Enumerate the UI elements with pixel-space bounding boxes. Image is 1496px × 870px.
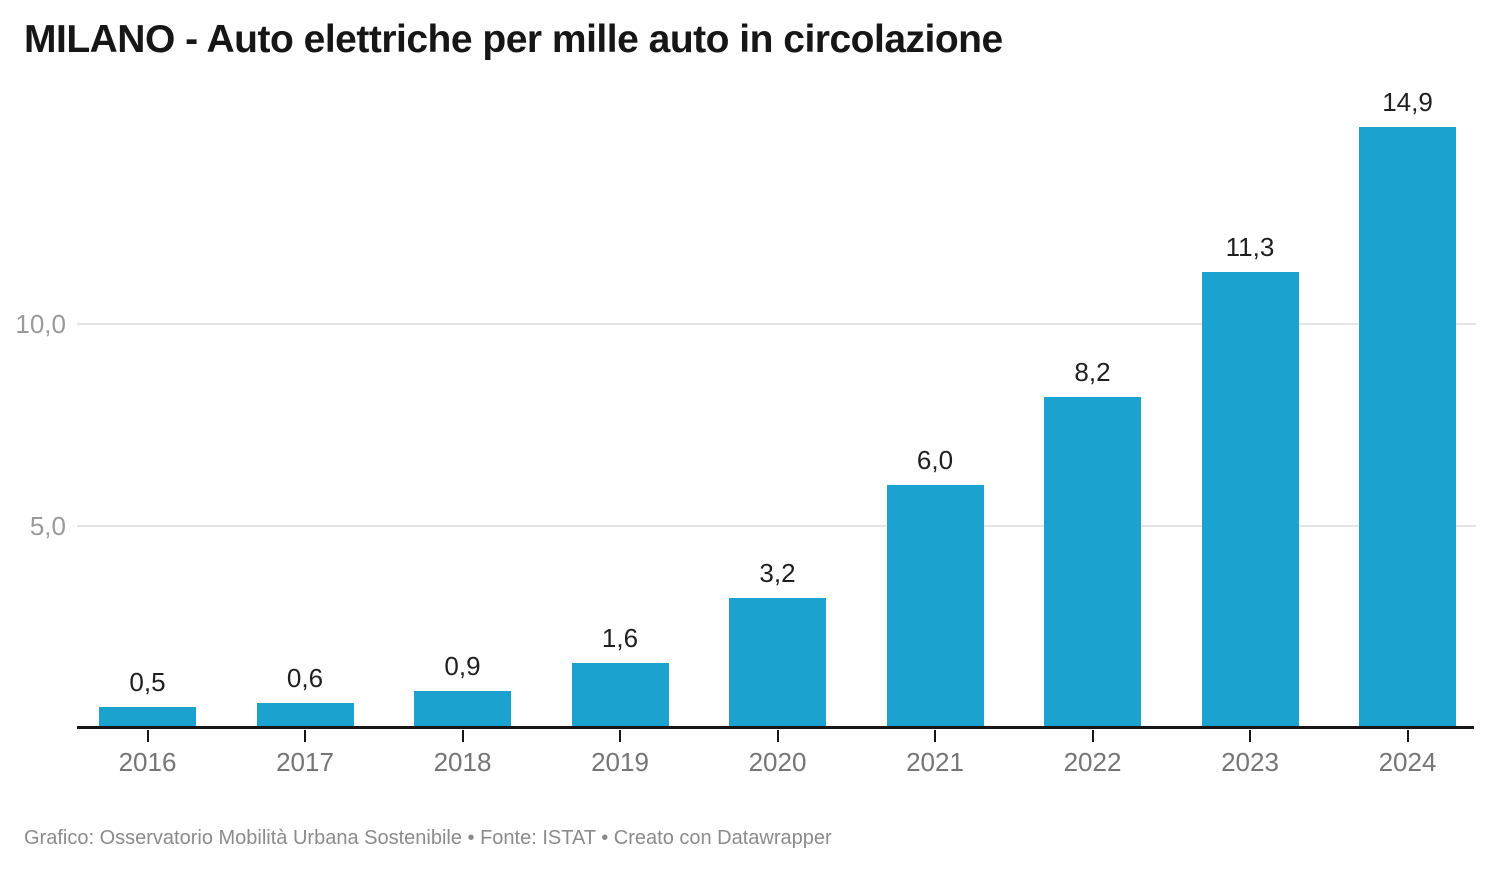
x-axis-tick-2021 [934, 730, 936, 742]
x-axis-label-2022: 2022 [1063, 747, 1122, 777]
x-axis-tick-2017 [304, 730, 306, 742]
x-axis-tick-2018 [461, 730, 464, 742]
x-axis-label-2024: 2024 [1378, 747, 1437, 777]
bar-2018[interactable] [414, 691, 511, 728]
x-axis-label-2023: 2023 [1221, 747, 1279, 777]
bar-2016[interactable] [99, 707, 196, 728]
bar-value-label-2016: 0,5 [129, 667, 166, 697]
bar-value-label-2022: 8,2 [1074, 357, 1111, 387]
bar-2024[interactable] [1359, 127, 1456, 728]
gridline-5,0 [77, 524, 1476, 527]
x-axis-tick-2016 [146, 730, 149, 742]
bar-value-label-2020: 3,2 [759, 558, 796, 588]
bar-value-label-2018: 0,9 [444, 651, 481, 681]
x-axis-tick-2024 [1406, 730, 1409, 742]
bar-2017[interactable] [256, 703, 354, 728]
bar-value-label-2024: 14,9 [1382, 87, 1433, 117]
x-axis-tick-2023 [1249, 730, 1251, 742]
bar-value-label-2023: 11,3 [1225, 232, 1275, 262]
bar-2020[interactable] [729, 598, 826, 728]
bar-value-label-2019: 1,6 [601, 623, 639, 653]
x-axis-label-2017: 2017 [276, 747, 334, 777]
x-axis-tick-2019 [619, 730, 621, 742]
y-axis-tick-label: 5,0 [29, 510, 66, 541]
gridline-10,0 [77, 323, 1476, 325]
bar-2022[interactable] [1044, 397, 1141, 728]
chart-title: MILANO - Auto elettriche per mille auto … [24, 18, 1003, 61]
x-axis-tick-2020 [776, 730, 779, 742]
x-axis-line [77, 726, 1474, 729]
chart-footer: Grafico: Osservatorio Mobilità Urbana So… [24, 827, 832, 849]
y-axis-tick-label: 10,0 [15, 309, 66, 339]
x-axis-tick-2022 [1091, 730, 1094, 742]
x-axis-label-2019: 2019 [591, 747, 649, 777]
bar-2019[interactable] [571, 663, 669, 728]
x-axis-label-2021: 2021 [906, 747, 964, 777]
bar-2021[interactable] [886, 485, 984, 728]
x-axis-label-2016: 2016 [118, 747, 177, 777]
bar-2023[interactable] [1201, 272, 1299, 728]
x-axis-label-2020: 2020 [748, 747, 807, 777]
bar-value-label-2017: 0,6 [286, 663, 324, 693]
bar-value-label-2021: 6,0 [916, 445, 954, 475]
x-axis-label-2018: 2018 [433, 747, 492, 777]
